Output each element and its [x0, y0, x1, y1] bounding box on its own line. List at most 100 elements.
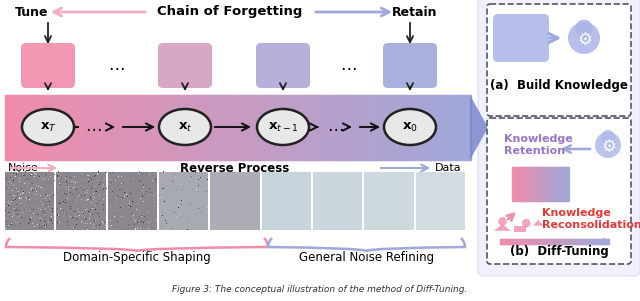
Bar: [207, 95, 210, 160]
Bar: [75, 95, 77, 160]
Bar: [541, 167, 543, 201]
Bar: [516, 167, 518, 201]
Bar: [502, 239, 505, 244]
Bar: [102, 95, 106, 160]
Bar: [211, 172, 260, 230]
Bar: [210, 95, 212, 160]
Bar: [582, 239, 584, 244]
Bar: [507, 239, 509, 244]
Bar: [49, 95, 52, 160]
Bar: [384, 95, 387, 160]
Bar: [524, 239, 526, 244]
Bar: [557, 239, 559, 244]
Bar: [575, 239, 577, 244]
Polygon shape: [494, 224, 511, 231]
Bar: [601, 239, 604, 244]
Bar: [175, 95, 178, 160]
Bar: [72, 95, 76, 160]
Bar: [177, 95, 180, 160]
Text: Noise: Noise: [8, 163, 39, 173]
FancyBboxPatch shape: [383, 43, 437, 88]
Bar: [372, 95, 375, 160]
Bar: [568, 239, 570, 244]
Bar: [42, 95, 45, 160]
Bar: [579, 239, 580, 244]
Text: General Noise Refining: General Noise Refining: [300, 252, 435, 265]
Bar: [108, 172, 157, 230]
Bar: [458, 95, 461, 160]
Bar: [538, 239, 540, 244]
Text: $\cdots$: $\cdots$: [340, 57, 356, 76]
Bar: [47, 95, 50, 160]
Bar: [293, 95, 296, 160]
Bar: [426, 95, 429, 160]
Bar: [605, 239, 607, 244]
Bar: [522, 167, 523, 201]
Bar: [335, 95, 338, 160]
Bar: [415, 172, 465, 230]
Bar: [230, 95, 234, 160]
Bar: [340, 95, 343, 160]
Bar: [407, 95, 410, 160]
Bar: [529, 167, 531, 201]
Bar: [131, 95, 134, 160]
Bar: [179, 95, 182, 160]
Bar: [133, 95, 136, 160]
Bar: [559, 167, 561, 201]
Bar: [584, 239, 586, 244]
Bar: [433, 95, 436, 160]
Bar: [504, 239, 506, 244]
Bar: [12, 95, 15, 160]
Text: Figure 3: The conceptual illustration of the method of Diff-Tuning.: Figure 3: The conceptual illustration of…: [172, 286, 468, 294]
FancyBboxPatch shape: [487, 4, 631, 116]
Bar: [532, 167, 533, 201]
Bar: [520, 167, 522, 201]
Bar: [442, 95, 445, 160]
Bar: [33, 95, 36, 160]
Bar: [284, 95, 287, 160]
Bar: [140, 95, 143, 160]
Bar: [38, 95, 40, 160]
FancyBboxPatch shape: [487, 118, 631, 264]
Bar: [189, 95, 191, 160]
Bar: [514, 167, 515, 201]
Bar: [534, 167, 535, 201]
Bar: [186, 95, 189, 160]
Text: Reconsolidation: Reconsolidation: [542, 220, 640, 230]
Bar: [525, 167, 527, 201]
Bar: [544, 167, 545, 201]
Bar: [600, 239, 602, 244]
Bar: [566, 167, 568, 201]
Circle shape: [575, 20, 593, 37]
Bar: [65, 95, 68, 160]
Bar: [449, 95, 452, 160]
Bar: [296, 95, 298, 160]
Bar: [580, 239, 582, 244]
Bar: [530, 239, 532, 244]
Ellipse shape: [384, 109, 436, 145]
Bar: [200, 95, 204, 160]
Text: $\cdots$: $\cdots$: [326, 119, 343, 137]
Bar: [465, 95, 468, 160]
Bar: [563, 239, 565, 244]
Bar: [523, 239, 525, 244]
Bar: [247, 95, 250, 160]
Bar: [538, 167, 540, 201]
Text: $\mathbf{x}_{t-1}$: $\mathbf{x}_{t-1}$: [268, 121, 298, 134]
Bar: [108, 95, 110, 160]
Bar: [214, 95, 217, 160]
Bar: [520, 239, 522, 244]
Bar: [531, 239, 533, 244]
Bar: [262, 172, 311, 230]
Bar: [249, 95, 252, 160]
Bar: [305, 95, 308, 160]
Bar: [534, 167, 536, 201]
Bar: [548, 239, 550, 244]
Text: Retain: Retain: [392, 5, 438, 18]
Bar: [607, 239, 609, 244]
Bar: [543, 239, 545, 244]
Bar: [349, 95, 352, 160]
Bar: [512, 167, 513, 201]
Bar: [5, 172, 54, 230]
Bar: [555, 167, 556, 201]
